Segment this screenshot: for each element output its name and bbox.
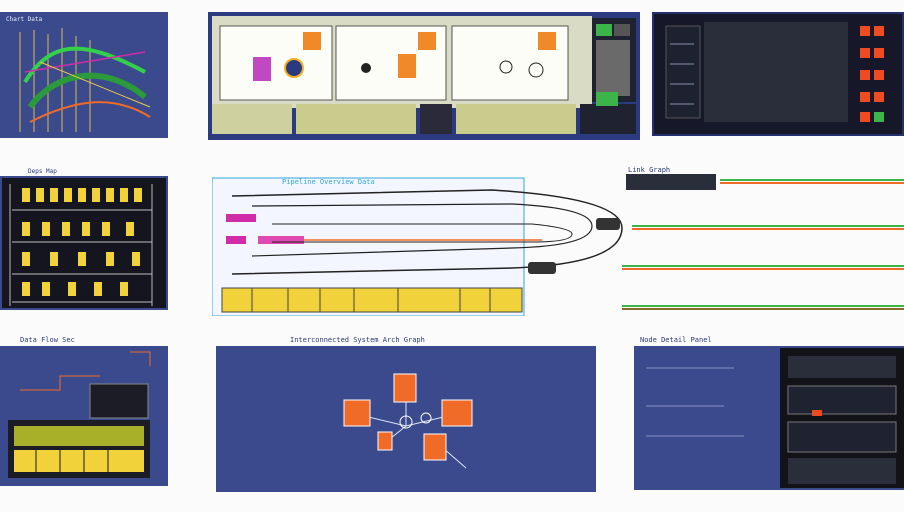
node-detail-graphic <box>646 348 904 488</box>
arch-graph[interactable]: Interconnected System Arch Graph <box>216 336 596 492</box>
thumb-dashboard[interactable] <box>208 12 640 140</box>
pipeline-diagram[interactable]: Pipeline Overview Data <box>211 176 632 317</box>
thumb-data-flow-title: Data Flow Sec <box>20 336 75 344</box>
pipeline-title: Pipeline Overview Data <box>282 178 375 186</box>
link-graph-graphic <box>622 174 904 310</box>
link-graph-title: Link Graph <box>628 166 671 174</box>
thumb-data-flow[interactable]: Data Flow Sec <box>0 336 168 486</box>
dark-panel-graphic <box>665 22 884 122</box>
thumb-node-detail-title: Node Detail Panel <box>640 336 712 344</box>
thumb-dark-panel[interactable] <box>652 12 904 136</box>
arch-graph-title: Interconnected System Arch Graph <box>290 336 425 344</box>
thumb-node-detail[interactable]: Node Detail Panel <box>634 336 904 490</box>
thumb-chart[interactable]: Chart Data <box>0 12 168 138</box>
thumb-grid-title: Deps Map <box>28 168 57 175</box>
dashboard-graphic <box>212 16 636 134</box>
link-graph[interactable]: Link Graph <box>622 166 904 316</box>
grid-graphic <box>9 184 153 306</box>
pipeline-graphic <box>211 177 623 317</box>
thumb-chart-title: Chart Data <box>6 16 43 23</box>
chart-graphic <box>19 28 151 132</box>
arch-graph-graphic <box>343 373 473 469</box>
thumb-grid[interactable]: Deps Map <box>0 168 168 310</box>
data-flow-graphic <box>8 351 151 478</box>
